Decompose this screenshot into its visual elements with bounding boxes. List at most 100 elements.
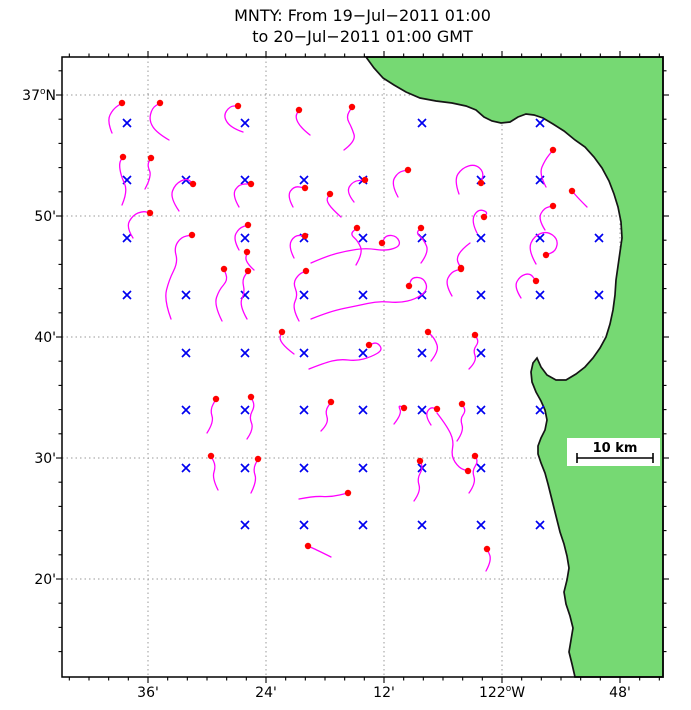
grid-point-marker [181,463,191,473]
drifter-trajectory [119,156,127,206]
grid-point-marker [476,463,486,473]
drifter-trajectory [468,455,478,494]
grid-point-marker [476,233,486,243]
trajectory-end-dot [471,331,479,339]
grid-point-marker [122,290,132,300]
grid-point-marker [417,405,427,415]
trajectory-end-dot [542,251,550,259]
trajectory-end-dot [295,106,303,114]
trajectory-end-dot [118,99,126,107]
trajectory-end-dot [278,328,286,336]
plot-title-line1: MNTY: From 19−Jul−2011 01:00 [234,6,491,25]
drifter-trajectory [144,157,152,190]
drifter-trajectory [210,455,219,491]
drifter-trajectory [279,331,295,355]
trajectory-end-dot [404,166,412,174]
grid-point-marker [594,233,604,243]
trajectory-end-dot [464,467,472,475]
x-tick-label: 48' [609,685,631,701]
grid-point-marker [181,405,191,415]
grid-point-marker [358,290,368,300]
grid-point-marker [181,290,191,300]
trajectory-end-dot [361,176,369,184]
drifter-trajectory [234,224,249,251]
scale-bar-label: 10 km [593,441,638,456]
grid-point-marker [476,405,486,415]
plot-title-line2: to 20−Jul−2011 01:00 GMT [252,27,473,46]
y-tick-label: 30' [34,451,56,467]
drifter-trajectory [455,164,484,195]
grid-point-marker [358,348,368,358]
grid-point-marker [240,405,250,415]
drifter-trajectory [427,331,439,362]
drifter-trajectory [310,276,428,320]
coastline-land [364,56,664,678]
y-tick-label: 50' [34,209,56,225]
trajectory-end-dot [424,328,432,336]
grid-point-marker [535,520,545,530]
drifter-trajectory [571,190,588,208]
drifter-trajectory [392,169,409,198]
drifter-trajectory [485,548,491,572]
grid-point-marker [299,175,309,185]
drifter-trajectory [108,102,123,134]
drifter-trajectory [165,234,193,320]
trajectory-end-dot [549,202,557,210]
y-tick-label: 37oN [22,87,56,104]
trajectory-end-dot [207,452,215,460]
drifter-trajectory [149,102,170,141]
trajectory-end-dot [254,455,262,463]
grid-point-marker [240,233,250,243]
trajectory-end-dot [220,265,228,273]
drifter-trajectory [456,242,471,269]
grid-point-marker [240,118,250,128]
trajectory-end-dot [417,224,425,232]
x-tick-label: 12' [373,685,395,701]
trajectory-end-dot [471,452,479,460]
trajectory-end-dot [234,102,242,110]
drifter-trajectory [393,405,405,425]
x-tick-label: 36' [137,685,159,701]
x-tick-label: 24' [255,685,277,701]
trajectory-end-dot [365,341,373,349]
drifter-trajectory [468,334,479,370]
grid-point-marker [122,118,132,128]
axes-frame [61,56,664,678]
drifter-trajectory [246,396,255,440]
y-tick-label: 40' [34,330,56,346]
trajectory-end-dot [344,489,352,497]
trajectory-end-dot [243,248,251,256]
trajectory-end-dot [348,103,356,111]
trajectory-end-dot [212,395,220,403]
drifter-trajectory [308,342,382,370]
grid-point-marker [535,175,545,185]
trajectory-end-dot [568,187,576,195]
grid-point-marker [535,290,545,300]
trajectory-end-dot [146,209,154,217]
grid-point-marker [476,290,486,300]
trajectory-end-dot [304,542,312,550]
grid-point-marker [299,463,309,473]
drifter-trajectory [456,403,466,442]
trajectory-end-dot [119,153,127,161]
trajectory-end-dot [353,224,361,232]
trajectory-end-dot [244,267,252,275]
trajectory-end-dot [483,545,491,553]
grid-point-marker [358,520,368,530]
trajectory-end-dot [189,180,197,188]
trajectory-end-dot [433,405,441,413]
drifter-trajectory [298,492,349,500]
drifter-trajectory [343,106,355,151]
trajectory-end-dot [147,154,155,162]
drifter-trajectory [224,105,244,133]
drifter-trajectory [127,211,151,239]
grid-point-marker [240,463,250,473]
drifter-trajectory [413,460,423,502]
drifter-trajectory [233,183,252,208]
grid-point-marker [417,520,427,530]
grid-point-marker [417,118,427,128]
grid-point-marker [240,175,250,185]
grid-point-marker [594,290,604,300]
trajectory-end-dot [188,231,196,239]
grid-point-marker [417,348,427,358]
